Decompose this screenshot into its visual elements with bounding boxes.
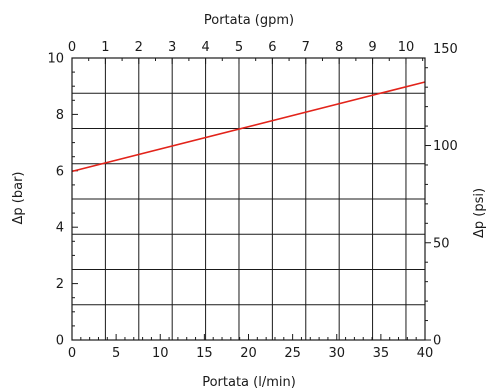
y2-tick-label: 150 xyxy=(433,42,458,57)
x-tick-label: 5 xyxy=(112,346,120,361)
x-tick-label: 30 xyxy=(328,346,345,361)
y-tick-label: 0 xyxy=(56,334,64,349)
x2-tick-label: 9 xyxy=(368,40,376,55)
bottom-tick-labels: 0 5 10 15 20 25 30 35 40 xyxy=(68,346,433,361)
x2-tick-label: 1 xyxy=(101,40,109,55)
y-tick-label: 2 xyxy=(56,277,64,292)
x-tick-label: 35 xyxy=(373,346,390,361)
y2-tick-label: 100 xyxy=(433,139,458,154)
x-tick-label: 25 xyxy=(284,346,301,361)
x2-tick-label: 0 xyxy=(68,40,76,55)
x2-tick-label: 10 xyxy=(398,40,415,55)
series-line xyxy=(71,81,426,173)
series-layer xyxy=(71,81,426,173)
top-tick-labels: 0 1 2 3 4 5 6 7 8 9 10 xyxy=(68,40,414,55)
y-tick-label: 10 xyxy=(47,52,64,67)
y2-axis-title: Δp (psi) xyxy=(472,188,487,238)
x2-tick-label: 7 xyxy=(302,40,310,55)
plot-frame xyxy=(71,57,426,341)
x2-tick-label: 8 xyxy=(335,40,343,55)
x2-tick-label: 6 xyxy=(268,40,276,55)
grid xyxy=(72,58,425,340)
x2-tick-label: 5 xyxy=(235,40,243,55)
x-tick-label: 15 xyxy=(196,346,213,361)
x2-tick-label: 3 xyxy=(168,40,176,55)
y2-tick-label: 0 xyxy=(433,334,441,349)
x-tick-label: 20 xyxy=(240,346,257,361)
x2-tick-label: 2 xyxy=(135,40,143,55)
x2-axis-title: Portata (gpm) xyxy=(204,13,294,28)
x-axis-title: Portata (l/min) xyxy=(202,375,296,390)
y-tick-label: 4 xyxy=(56,221,64,236)
left-tick-labels: 0 2 4 6 8 10 xyxy=(47,52,64,349)
x2-tick-label: 4 xyxy=(201,40,209,55)
y-tick-label: 6 xyxy=(56,164,64,179)
right-tick-labels: 0 50 100 150 xyxy=(433,42,458,349)
y-axis-title: Δp (bar) xyxy=(11,172,26,225)
y-tick-label: 8 xyxy=(56,108,64,123)
x-tick-label: 10 xyxy=(152,346,169,361)
y2-tick-label: 50 xyxy=(433,236,450,251)
x-tick-label: 40 xyxy=(417,346,434,361)
x-tick-label: 0 xyxy=(68,346,76,361)
